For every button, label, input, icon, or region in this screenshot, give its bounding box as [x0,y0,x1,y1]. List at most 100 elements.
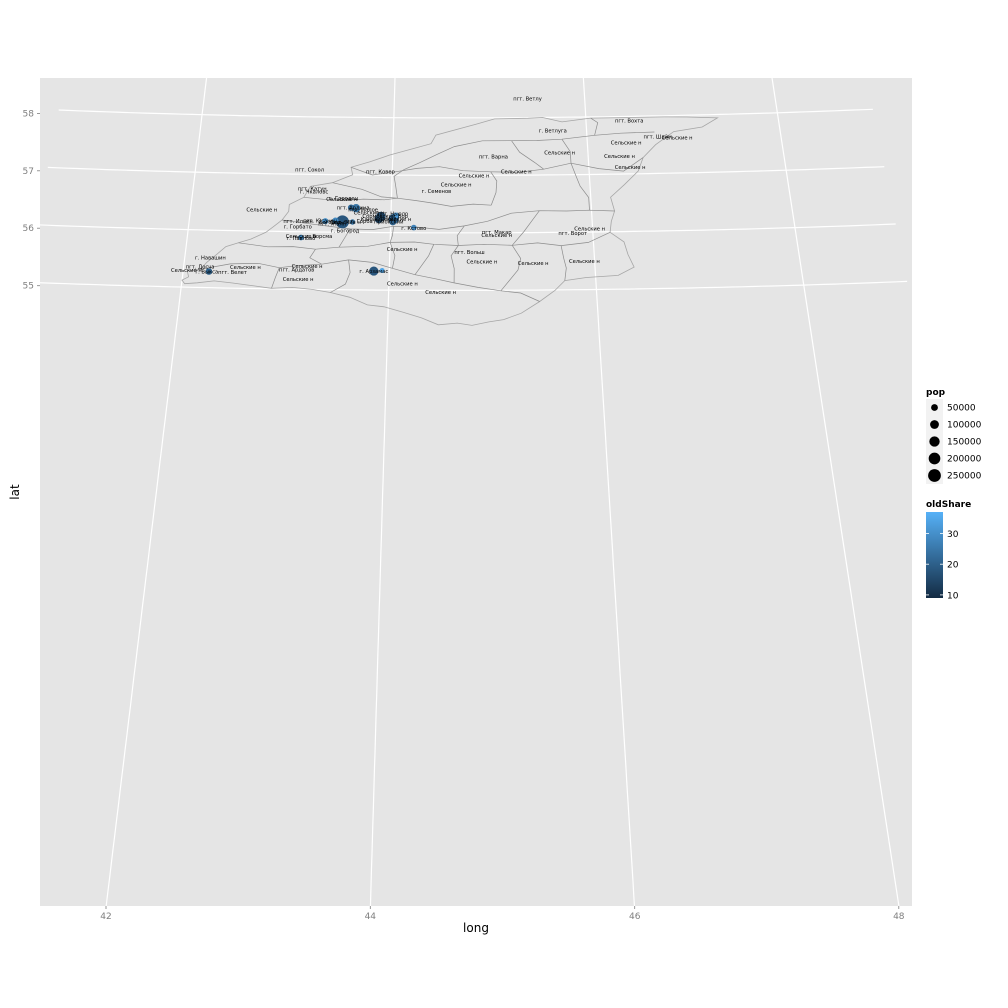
size-legend-swatch [931,404,938,411]
place-label: пгт. Вохта [615,118,643,124]
place-label: Сельские н [569,259,600,265]
place-label: Сельские н [381,217,412,223]
district-boundary [309,249,322,265]
color-legend-label: 10 [947,591,959,601]
place-label: г. Кстово [401,226,426,232]
district-boundary [393,131,655,199]
color-legend-bar [926,512,943,598]
place-label: г. Ветлуга [539,129,567,135]
place-label: пгт. Жалн [318,222,346,228]
place-label: г. Чкаловс [300,190,328,196]
place-label: Сельские н [459,173,490,179]
place-label: г. Городец [329,196,359,202]
size-legend-swatch [928,452,941,465]
plot-panel [40,78,912,906]
grid-line-long [105,78,208,906]
size-legend-label: 150000 [947,438,982,448]
place-label: Сельские н [387,281,418,287]
place-label: Канавинский [361,216,397,223]
place-label: пгт. Малое [348,207,378,213]
place-label: пгт. Макар [482,230,512,236]
color-legend: oldShare 10 20 30 [926,500,971,601]
district-boundary [561,139,590,211]
region-boundaries [181,116,719,326]
district-boundary [456,225,465,246]
size-legend: pop 50000 100000 150000 200000 250000 [926,388,982,484]
place-label: Сельские н [354,210,385,216]
place-label: Сельские н [604,154,635,160]
x-tick-label: 46 [629,912,641,922]
place-label: Сельские н [246,207,277,213]
color-legend-title: oldShare [926,500,971,510]
district-boundary [414,244,435,275]
population-point [349,219,356,225]
population-point [205,268,213,275]
grid-line-lat [40,280,908,291]
place-label: г. Арзамас [359,269,388,275]
district-boundary [350,166,393,176]
place-label: пгт. Варна [479,154,508,160]
place-label: Сельские н [574,227,605,233]
place-label: Сельские н [326,197,357,203]
grid-line-lat [40,223,896,234]
district-boundary [450,245,459,283]
grid-line-long [771,78,900,906]
place-label: Сельские н [441,183,472,189]
grid-line-lat [58,108,873,119]
size-legend-title: pop [926,388,946,398]
place-label: Сельские н [544,150,575,156]
place-label: Сельские н [292,264,323,270]
district-boundary [490,171,498,206]
x-tick-label: 42 [100,912,111,922]
grid-line-long [582,78,636,906]
place-label: пгт. Вольш [454,250,485,256]
population-point [389,218,397,226]
place-label: Сельские н [387,247,418,253]
district-boundary [330,259,351,293]
district-boundary [200,259,540,302]
color-legend-label: 30 [947,530,959,540]
place-label: г. Навашин [195,256,226,262]
district-boundary [282,209,615,230]
size-legend-label: 50000 [947,404,976,414]
place-label: г. Богород [331,229,360,235]
place-label: пгт. Шайм [643,134,672,141]
population-point [332,217,339,224]
place-label: Сельские н [286,234,317,240]
place-label: Сормовский [362,213,395,220]
x-tick-label: 44 [365,912,377,922]
size-legend-swatch [930,420,939,429]
size-legend-label: 250000 [947,472,982,482]
population-point [374,214,384,224]
district-boundary [389,226,394,243]
place-label: пгт. Ворот [558,231,587,237]
population-point [369,266,379,276]
place-label: Сельские н [611,140,642,146]
y-tick-label: 58 [23,109,35,119]
population-point [379,267,385,274]
district-boundary [560,245,567,281]
y-tick-label: 57 [23,167,34,177]
place-label: г. Горбато [284,225,312,231]
district-boundary [511,140,544,170]
district-boundary [271,267,280,289]
population-point [351,204,361,213]
place-label: пгт. Велет [218,270,247,276]
district-boundary [511,210,540,246]
size-legend-label: 200000 [947,455,982,465]
size-legend-swatch [929,436,940,447]
place-label: Сельские н [467,260,498,266]
size-legend-label: 100000 [947,421,982,431]
place-label: Приокский [374,219,404,226]
place-label: г. Павлово [286,236,315,242]
place-label: Сельские н [481,233,512,239]
population-point [335,215,349,229]
district-boundary [332,182,398,199]
district-boundary [389,242,396,269]
place-label: г. Выкса [195,270,218,276]
place-label: Сельские н [425,290,456,296]
place-label: Сельские н [518,261,549,267]
size-legend-swatch [928,469,941,482]
population-point [393,212,399,219]
